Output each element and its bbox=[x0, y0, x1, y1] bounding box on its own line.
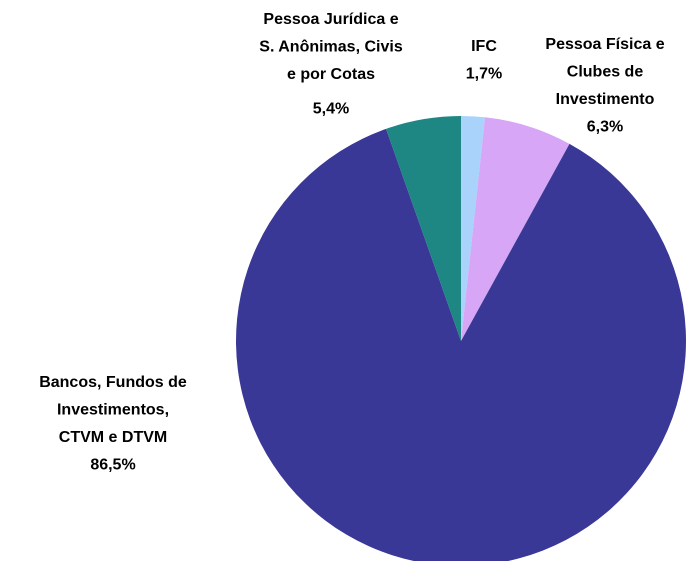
slice-label: Clubes de bbox=[567, 64, 644, 81]
value-label: 6,3% bbox=[587, 119, 623, 136]
value-label: 1,7% bbox=[466, 66, 502, 83]
value-label: 5,4% bbox=[313, 101, 349, 118]
pie-slice bbox=[236, 128, 686, 561]
slice-label: IFC bbox=[471, 38, 497, 55]
slice-label: Pessoa Jurídica e bbox=[263, 11, 398, 28]
slice-label: Investimento bbox=[556, 91, 655, 108]
slice-label: CTVM e DTVM bbox=[59, 429, 167, 446]
slice-label: Bancos, Fundos de bbox=[39, 374, 187, 391]
pie-slice bbox=[386, 116, 461, 341]
pie-slice bbox=[461, 116, 486, 341]
slice-label: S. Anônimas, Civis bbox=[259, 39, 403, 56]
slice-label: Investimentos, bbox=[57, 402, 169, 419]
pie-slice bbox=[461, 117, 570, 342]
slice-label: e por Cotas bbox=[287, 66, 375, 83]
value-label: 86,5% bbox=[90, 457, 135, 474]
slice-label: Pessoa Física e bbox=[545, 36, 664, 53]
